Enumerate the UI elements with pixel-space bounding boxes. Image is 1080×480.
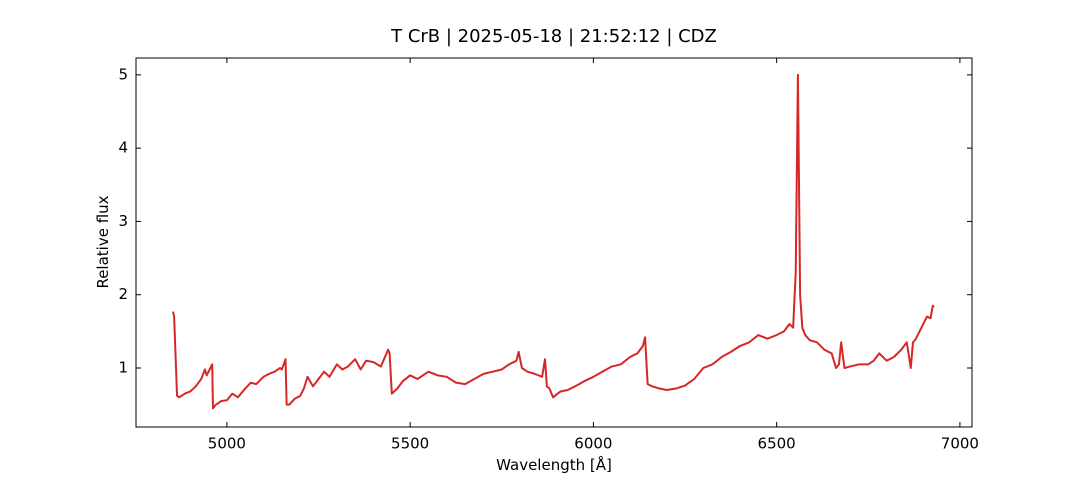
- chart-title: T CrB | 2025-05-18 | 21:52:12 | CDZ: [390, 26, 717, 47]
- plot-frame: [135, 57, 973, 428]
- x-tick-label: 6500: [758, 435, 796, 453]
- x-axis-label: Wavelength [Å]: [496, 455, 612, 474]
- spectrum-line: [172, 73, 935, 410]
- y-axis-label: Relative flux: [94, 195, 112, 288]
- x-tick-label: 5500: [391, 435, 429, 453]
- y-tick-label: 4: [118, 139, 128, 157]
- y-tick-label: 3: [118, 212, 128, 230]
- x-tick-label: 7000: [941, 435, 979, 453]
- x-tick-label: 6000: [574, 435, 612, 453]
- y-tick-label: 5: [118, 65, 128, 83]
- y-tick-label: 1: [118, 359, 128, 377]
- y-tick-label: 2: [118, 285, 128, 303]
- x-tick-label: 5000: [208, 435, 246, 453]
